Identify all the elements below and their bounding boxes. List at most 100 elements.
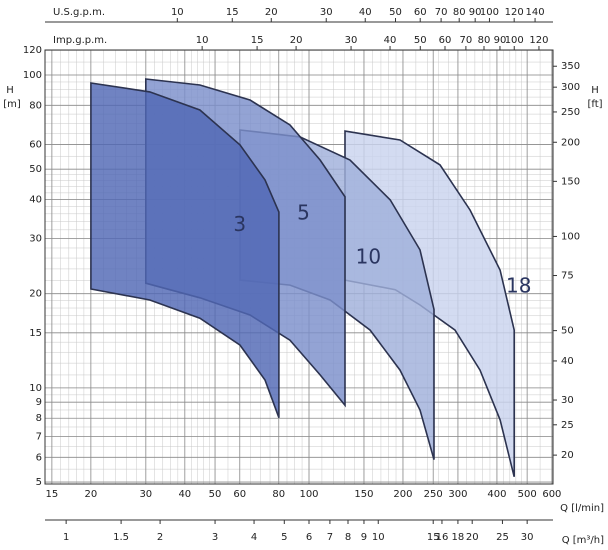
y2-axis-unit: [ft]	[587, 99, 602, 110]
bottom2-tick-label: 9	[361, 532, 367, 543]
x-tick-label: 150	[354, 489, 373, 500]
y2-axis-label: H	[591, 85, 599, 96]
bottom2-tick-label: 4	[251, 532, 257, 543]
top-axis-label: Imp.g.p.m.	[53, 35, 107, 46]
top-tick-label: 100	[480, 7, 499, 18]
top-tick-label: 10	[196, 35, 209, 46]
x-tick-label: 600	[542, 489, 561, 500]
areas: 18 10 5 3	[90, 78, 532, 477]
y-tick-label: 60	[29, 139, 42, 150]
top-tick-label: 80	[478, 35, 491, 46]
top-tick-label: 120	[505, 7, 524, 18]
bottom2-tick-label: 7	[327, 532, 333, 543]
top-tick-label: 40	[384, 35, 397, 46]
y-tick-label: 6	[36, 452, 42, 463]
top-tick-label: 15	[251, 35, 264, 46]
y-tick-label: 10	[29, 383, 42, 394]
plot-frame	[44, 49, 554, 485]
axes: 15 20 30 40 50 60 80 100 150 200 250 300 400 500 60056…	[3, 7, 604, 546]
top-tick-label: 60	[414, 7, 427, 18]
x-tick-label: 80	[272, 489, 285, 500]
top-tick-label: 40	[359, 7, 372, 18]
top-tick-label: 70	[460, 35, 473, 46]
bottom2-tick-label: 3	[212, 532, 218, 543]
x-tick-label: 50	[209, 489, 222, 500]
x-tick-label: 15	[45, 489, 58, 500]
series-label: 3	[233, 212, 246, 236]
bottom2-tick-label: 2	[157, 532, 163, 543]
top-tick-label: 120	[529, 35, 548, 46]
y2-tick-label: 40	[561, 356, 574, 367]
bottom2-tick-label: 20	[466, 532, 479, 543]
y-tick-label: 7	[36, 431, 42, 442]
y-tick-label: 50	[29, 164, 42, 175]
y-tick-label: 30	[29, 234, 42, 245]
top-tick-label: 90	[469, 7, 482, 18]
performance-area	[90, 82, 280, 418]
top-tick-label: 90	[494, 35, 507, 46]
y-tick-label: 8	[36, 413, 42, 424]
y-tick-label: 20	[29, 289, 42, 300]
y-tick-label: 40	[29, 195, 42, 206]
bottom2-tick-label: 25	[496, 532, 509, 543]
bottom2-tick-label: 1.5	[113, 532, 129, 543]
x-tick-label: 200	[393, 489, 412, 500]
x-tick-label: 60	[233, 489, 246, 500]
bottom2-tick-label: 6	[306, 532, 312, 543]
y-tick-label: 120	[23, 45, 42, 56]
y-tick-label: 100	[23, 70, 42, 81]
y2-tick-label: 75	[561, 271, 574, 282]
series-label: 5	[297, 200, 310, 224]
top-tick-label: 50	[389, 7, 402, 18]
bottom2-tick-label: 18	[452, 532, 465, 543]
x-tick-label: 100	[299, 489, 318, 500]
top-tick-label: 50	[414, 35, 427, 46]
y2-tick-label: 200	[561, 137, 580, 148]
bottom2-tick-label: 15	[427, 532, 440, 543]
y2-tick-label: 250	[561, 107, 580, 118]
top-tick-label: 60	[439, 35, 452, 46]
top-tick-label: 140	[526, 7, 545, 18]
bottom2-axis-label: Q [m³/h]	[562, 535, 604, 546]
bottom2-tick-label: 5	[281, 532, 287, 543]
y2-tick-label: 20	[561, 450, 574, 461]
y-tick-label: 80	[29, 100, 42, 111]
y-axis-label: H	[6, 85, 14, 96]
y2-tick-label: 350	[561, 61, 580, 72]
top-tick-label: 30	[320, 7, 333, 18]
series-label: 10	[356, 245, 381, 269]
y2-tick-label: 30	[561, 395, 574, 406]
x-tick-label: 40	[178, 489, 191, 500]
top-tick-label: 20	[290, 35, 303, 46]
x-axis-label: Q [l/min]	[560, 503, 604, 514]
x-tick-label: 300	[448, 489, 467, 500]
y2-tick-label: 300	[561, 82, 580, 93]
y-tick-label: 15	[29, 328, 42, 339]
top-tick-label: 15	[226, 7, 239, 18]
series-label: 18	[506, 274, 531, 298]
x-tick-label: 500	[518, 489, 537, 500]
y2-tick-label: 50	[561, 326, 574, 337]
bottom2-tick-label: 8	[345, 532, 351, 543]
top-tick-label: 10	[171, 7, 184, 18]
top-tick-label: 20	[265, 7, 278, 18]
bottom2-tick-label: 10	[372, 532, 385, 543]
y2-tick-label: 25	[561, 420, 574, 431]
y-tick-label: 9	[36, 397, 42, 408]
bottom2-tick-label: 1	[63, 532, 69, 543]
top-tick-label: 100	[505, 35, 524, 46]
x-tick-label: 20	[84, 489, 97, 500]
x-tick-label: 30	[139, 489, 152, 500]
top-axis-label: U.S.g.p.m.	[53, 7, 105, 18]
x-tick-label: 400	[487, 489, 506, 500]
top-tick-label: 30	[345, 35, 358, 46]
y2-tick-label: 100	[561, 231, 580, 242]
y-axis-unit: [m]	[3, 99, 21, 110]
y-tick-label: 5	[36, 477, 42, 488]
top-tick-label: 70	[435, 7, 448, 18]
bottom2-tick-label: 16	[436, 532, 449, 543]
bottom2-tick-label: 30	[521, 532, 534, 543]
top-tick-label: 80	[453, 7, 466, 18]
x-tick-label: 250	[424, 489, 443, 500]
